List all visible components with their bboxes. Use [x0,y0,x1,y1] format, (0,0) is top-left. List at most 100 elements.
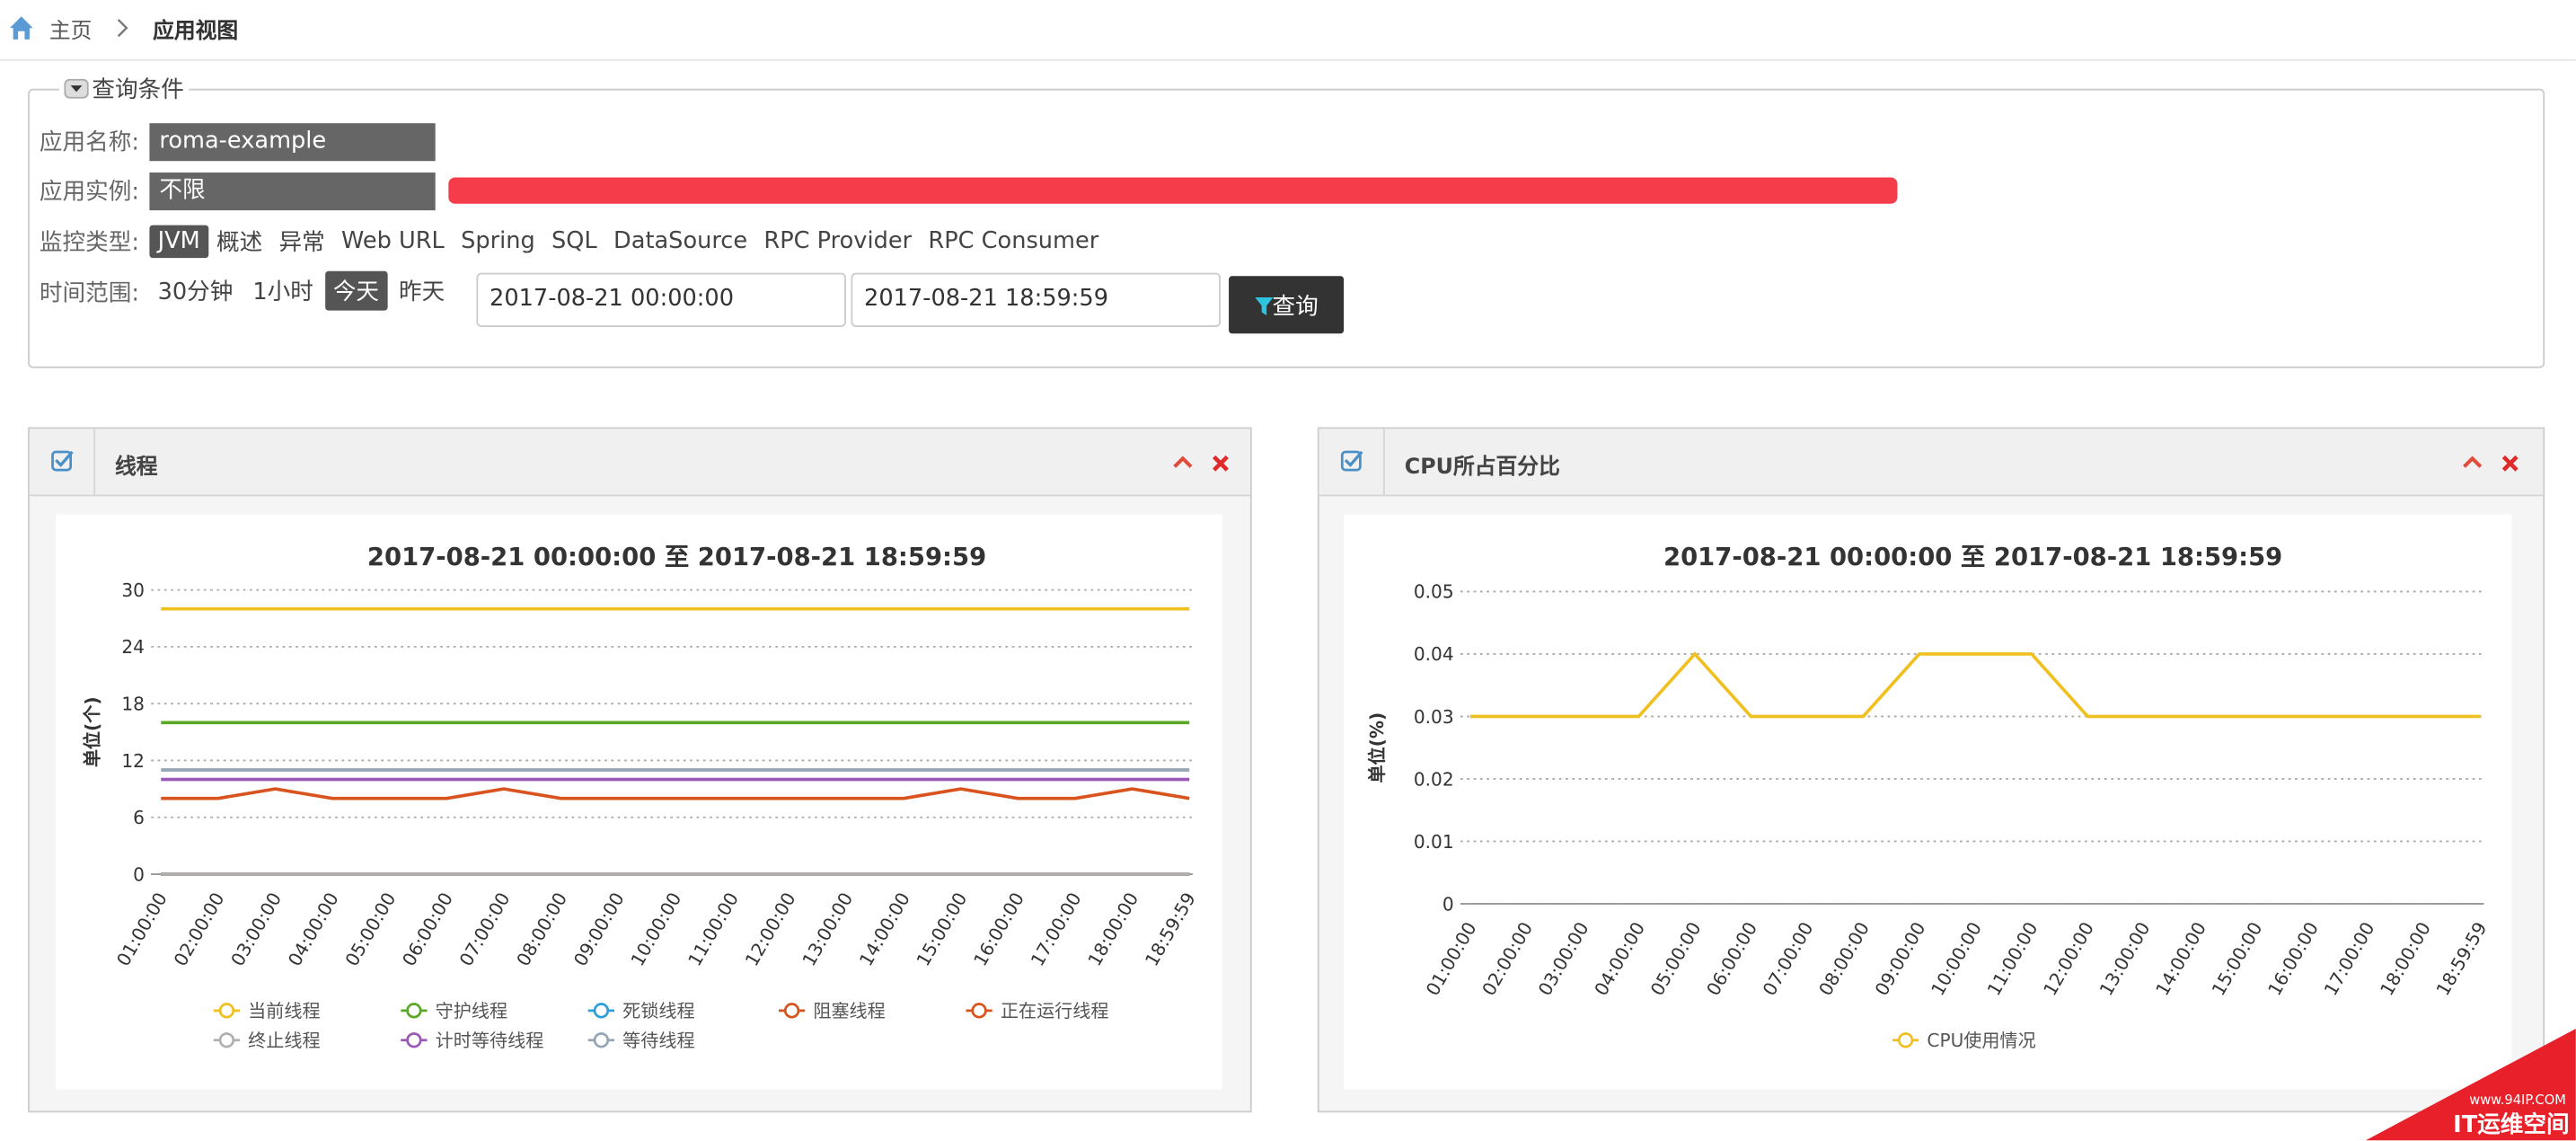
x-tick-label: 16:00:00 [2263,918,2323,999]
field-label: 应用实例: [39,179,139,206]
breadcrumb-current: 应用视图 [153,19,239,45]
divider [0,58,2576,61]
legend-label: CPU使用情况 [1927,1030,2035,1051]
y-tick-label: 0 [1442,893,1454,915]
legend-label: 等待线程 [622,1030,694,1051]
chart-title: 2017-08-21 00:00:00 至 2017-08-21 18:59:5… [367,544,986,571]
collapse-button[interactable] [2463,454,2483,470]
field-label: 时间范围: [39,280,139,308]
breadcrumb-home[interactable]: 主页 [49,19,93,45]
query-title: 查询条件 [92,76,184,104]
legend-label: 守护线程 [436,1000,507,1022]
x-tick-label: 08:00:00 [1814,918,1874,999]
x-tick-label: 18:59:59 [2431,918,2491,999]
x-tick-label: 05:00:00 [1646,918,1706,999]
option[interactable]: DataSource [613,228,748,255]
y-tick-label: 0 [133,863,145,885]
close-button[interactable] [2501,454,2520,473]
chart: 2017-08-21 00:00:00 至 2017-08-21 18:59:5… [56,514,1222,1090]
option[interactable]: 1小时 [252,279,313,306]
x-tick-label: 17:00:00 [1027,889,1086,969]
legend-label: 正在运行线程 [1001,1000,1109,1022]
x-tick-label: 07:00:00 [1759,918,1818,999]
y-tick-label: 6 [133,807,145,828]
collapse-icon [64,78,89,99]
watermark: www.94IP.COM IT运维空间 [2365,1028,2576,1141]
query-legend[interactable]: 查询条件 [58,74,190,104]
chart: 2017-08-21 00:00:00 至 2017-08-21 18:59:5… [1344,514,2512,1090]
panel-header: CPU所占百分比 [1319,429,2544,497]
y-tick-label: 30 [121,579,145,601]
option[interactable]: JVM [149,225,208,259]
home-icon[interactable] [8,14,34,40]
x-tick-label: 14:00:00 [2151,918,2210,999]
option[interactable]: 30分钟 [157,279,234,306]
option[interactable]: 异常 [278,230,325,257]
legend-marker [783,1003,800,1019]
legend-label: 计时等待线程 [436,1030,544,1051]
x-tick-label: 12:00:00 [2039,918,2098,999]
y-tick-label: 24 [121,636,145,658]
x-tick-label: 09:00:00 [1871,918,1930,999]
series-line [161,787,1190,800]
x-tick-label: 09:00:00 [569,889,629,969]
option[interactable]: 昨天 [398,279,446,306]
monitor-type-options: JVM 概述 异常 Web URL Spring SQL DataSource RPC Pro… [149,224,1107,260]
header-sep [1383,429,1385,495]
legend-marker [218,1003,235,1019]
x-tick-label: 14:00:00 [855,889,914,969]
x-tick-label: 10:00:00 [1927,918,1986,999]
option[interactable]: RPC Provider [763,228,913,255]
x-tick-label: 04:00:00 [1590,918,1649,999]
header-sep [93,429,96,495]
y-tick-label: 0.03 [1414,706,1454,728]
x-tick-label: 01:00:00 [112,889,172,969]
x-tick-label: 06:00:00 [398,889,457,969]
redaction [448,177,1898,204]
watermark-url: www.94IP.COM [2469,1092,2566,1108]
x-tick-label: 13:00:00 [2095,918,2155,999]
app-name-input[interactable]: roma-example [149,123,436,162]
x-tick-label: 03:00:00 [226,889,286,969]
option[interactable]: Web URL [341,228,445,255]
legend-label: 阻塞线程 [813,1000,885,1022]
breadcrumb-sep [117,19,128,38]
option[interactable]: Spring [461,228,535,255]
x-tick-label: 13:00:00 [798,889,857,969]
x-tick-label: 02:00:00 [170,889,229,969]
x-tick-label: 02:00:00 [1478,918,1537,999]
chart-title: 2017-08-21 00:00:00 至 2017-08-21 18:59:5… [1663,544,2282,571]
legend-marker [593,1032,610,1048]
query-button[interactable]: 查询 [1229,276,1345,334]
option[interactable]: 概述 [216,230,263,257]
panel-icon [51,450,74,472]
collapse-button[interactable] [1173,454,1193,470]
option[interactable]: 今天 [324,270,388,311]
x-tick-label: 05:00:00 [340,889,400,969]
option[interactable]: RPC Consumer [928,228,1099,255]
y-tick-label: 0.05 [1414,581,1454,603]
field-label: 监控类型: [39,230,139,257]
time-range-options: 30分钟 1小时 今天 昨天 [149,270,456,311]
panel-title: 线程 [115,455,158,481]
legend-marker [406,1003,422,1019]
legend-label: 当前线程 [248,1000,320,1022]
x-tick-label: 12:00:00 [741,889,800,969]
y-tick-label: 18 [121,693,145,714]
x-tick-label: 11:00:00 [684,889,743,969]
legend-label: 终止线程 [248,1030,320,1051]
option[interactable]: SQL [551,228,597,255]
panel-header: 线程 [29,429,1250,497]
instance-input[interactable]: 不限 [149,172,436,211]
x-tick-label: 04:00:00 [284,889,343,969]
panel-title: CPU所占百分比 [1404,455,1560,481]
x-tick-label: 10:00:00 [626,889,685,969]
x-tick-label: 07:00:00 [455,889,515,969]
filter-icon [1254,296,1273,315]
y-tick-label: 12 [121,750,145,772]
close-button[interactable] [1211,454,1231,473]
start-time-input[interactable]: 2017-08-21 00:00:00 [476,272,846,327]
legend-marker [971,1003,987,1019]
end-time-input[interactable]: 2017-08-21 18:59:59 [851,272,1221,327]
